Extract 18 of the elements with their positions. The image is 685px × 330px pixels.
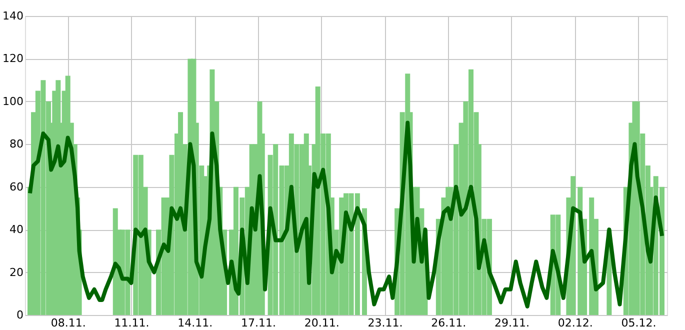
x-tick-label: 20.11.	[304, 316, 340, 330]
y-tick-label: 120	[2, 52, 24, 66]
x-tick-label: 29.11.	[494, 316, 530, 330]
x-tick-label: 02.12.	[558, 316, 593, 330]
y-tick-label: 100	[2, 94, 24, 108]
x-tick-label: 26.11.	[431, 316, 466, 330]
x-tick-label: 05.12.	[621, 316, 656, 330]
y-tick-label: 60	[10, 180, 24, 194]
y-tick-label: 40	[10, 223, 24, 236]
x-tick-label: 14.11.	[178, 316, 213, 330]
y-tick-label: 0	[16, 308, 24, 322]
y-tick-label: 80	[10, 138, 24, 151]
y-tick-label: 140	[2, 10, 24, 22]
x-tick-label: 23.11.	[368, 316, 403, 330]
x-tick-label: 08.11.	[50, 316, 86, 330]
x-tick-label: 17.11.	[240, 316, 276, 330]
y-tick-label: 20	[10, 266, 24, 279]
x-tick-label: 11.11.	[114, 316, 150, 330]
